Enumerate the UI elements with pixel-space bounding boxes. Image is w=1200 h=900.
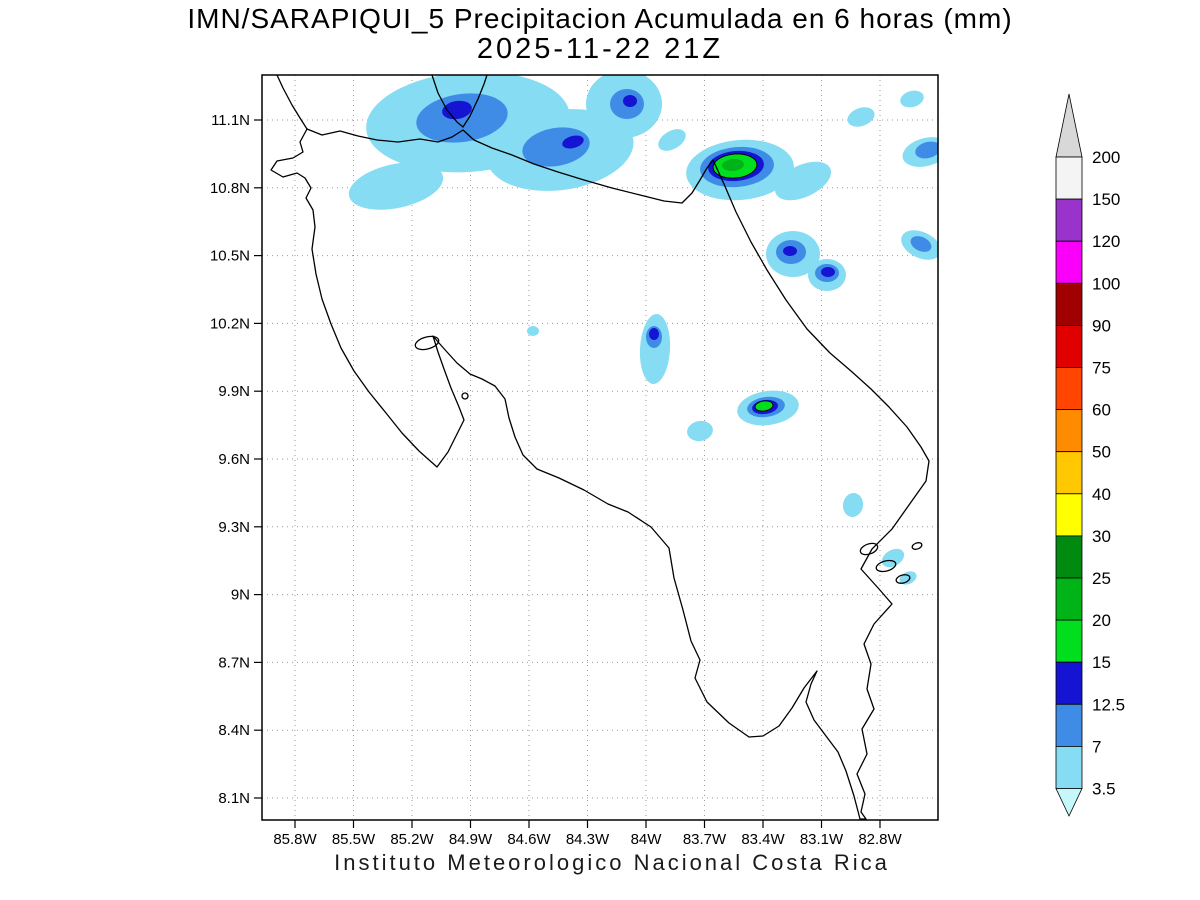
- precip-patch-level-1: [847, 107, 875, 127]
- colorbar-band: [1055, 198, 1083, 242]
- colorbar-band: [1055, 282, 1083, 326]
- lon-tick-label: 85.8W: [273, 831, 317, 848]
- lon-tick-label: 83.1W: [800, 831, 844, 848]
- lon-tick-label: 84.3W: [566, 831, 610, 848]
- nicaragua-pacific-coastline: [276, 75, 308, 130]
- colorbar-band: [1055, 156, 1083, 200]
- colorbar-band: [1055, 324, 1083, 368]
- institution-caption: Instituto Meteorologico Nacional Costa R…: [334, 850, 890, 875]
- lon-tick-label: 83.4W: [741, 831, 785, 848]
- colorbar-tick-label: 120: [1092, 232, 1120, 251]
- colorbar-band: [1055, 577, 1083, 621]
- lat-tick-label: 9.3N: [218, 519, 250, 536]
- precip-patch-level-2: [915, 141, 938, 159]
- precip-patch-level-3: [821, 267, 835, 277]
- tortuga-islet-outline: [461, 392, 469, 400]
- longitude-axis: 85.8W 85.5W 85.2W 84.9W 84.6W 84.3W 84W 83.7W 83…: [273, 820, 903, 848]
- nicaragua-border-san-juan-river: [306, 128, 714, 204]
- precipitation-colorbar: 200 150 120 100 90 75 60 50 40 30 25 20 15 12.5 7 3.5: [1055, 93, 1125, 817]
- coastline-layer: [270, 75, 930, 820]
- precip-patch-level-1: [348, 162, 444, 210]
- colorbar-tick-label: 200: [1092, 148, 1120, 167]
- precip-patch-level-5: [722, 158, 744, 172]
- colorbar-arrow-up: [1055, 93, 1083, 158]
- costa-rica-coastline: [270, 128, 930, 820]
- colorbar-tick-label: 50: [1092, 443, 1111, 462]
- colorbar-tick-label: 40: [1092, 485, 1111, 504]
- precip-patch-level-1: [842, 493, 864, 517]
- precip-patch-level-1: [774, 161, 832, 201]
- precip-patch-level-3: [623, 95, 637, 107]
- precip-patch-level-3: [783, 246, 797, 256]
- lat-tick-label: 10.8N: [210, 180, 250, 197]
- colorbar-tick-label: 7: [1092, 737, 1101, 756]
- lon-tick-label: 83.7W: [683, 831, 727, 848]
- colorbar-tick-label: 3.5: [1092, 780, 1116, 799]
- lat-tick-label: 8.1N: [218, 790, 250, 807]
- colorbar-band: [1055, 619, 1083, 663]
- map-datetime: 2025-11-22 21Z: [477, 33, 723, 65]
- precip-patch-level-1: [658, 129, 686, 151]
- caribbean-islands: [859, 542, 923, 584]
- colorbar-band: [1055, 451, 1083, 495]
- lat-tick-label: 8.7N: [218, 654, 250, 671]
- lat-tick-label: 10.2N: [210, 315, 250, 332]
- island-outline: [895, 574, 911, 584]
- colorbar-tick-label: 90: [1092, 316, 1111, 335]
- precip-patch-level-1: [881, 548, 905, 568]
- map-frame: [261, 74, 939, 821]
- precip-patch-level-3: [442, 100, 472, 120]
- colorbar-band: [1055, 409, 1083, 453]
- colorbar-arrow-down: [1055, 788, 1083, 817]
- precipitation-layer: [348, 75, 938, 585]
- colorbar-tick-label: 60: [1092, 401, 1111, 420]
- precip-patch-level-4: [754, 400, 774, 412]
- precip-patch-level-1: [687, 420, 713, 442]
- lake-nicaragua-shoreline: [431, 75, 488, 128]
- chira-island-outline: [414, 335, 440, 351]
- colorbar-tick-label: 25: [1092, 569, 1111, 588]
- lon-tick-label: 85.5W: [332, 831, 376, 848]
- colorbar-band: [1055, 367, 1083, 410]
- precip-patch-level-3: [649, 328, 659, 340]
- precip-patch-level-3: [562, 135, 584, 149]
- lat-tick-label: 9N: [231, 587, 250, 604]
- gulf-of-nicoya-islands: [414, 335, 469, 400]
- island-outline: [911, 542, 923, 550]
- lon-tick-label: 84.9W: [449, 831, 493, 848]
- colorbar-tick-label: 15: [1092, 653, 1111, 672]
- latitude-axis: 11.1N 10.8N 10.5N 10.2N 9.9N 9.6N 9.3N 9N 8.7N 8.…: [210, 112, 262, 807]
- colorbar-tick-label: 100: [1092, 274, 1120, 293]
- map-title: IMN/SARAPIQUI_5 Precipitacion Acumulada …: [187, 3, 1012, 34]
- colorbar-tick-label: 12.5: [1092, 695, 1125, 714]
- precip-patch-level-2: [910, 236, 932, 252]
- colorbar-band: [1055, 240, 1083, 284]
- colorbar-tick-label: 75: [1092, 359, 1111, 378]
- colorbar-tick-label: 30: [1092, 527, 1111, 546]
- lat-tick-label: 9.9N: [218, 383, 250, 400]
- colorbar-band: [1055, 703, 1083, 747]
- island-outline: [859, 542, 879, 556]
- precip-patch-level-1: [527, 326, 539, 336]
- colorbar-band: [1055, 661, 1083, 705]
- lat-tick-label: 10.5N: [210, 248, 250, 265]
- lat-tick-label: 9.6N: [218, 451, 250, 468]
- lon-tick-label: 85.2W: [390, 831, 434, 848]
- colorbar-band: [1055, 493, 1083, 537]
- colorbar-band: [1055, 746, 1083, 789]
- colorbar-tick-label: 20: [1092, 611, 1111, 630]
- precip-patch-level-1: [900, 90, 924, 108]
- colorbar-band: [1055, 535, 1083, 579]
- precip-patch-level-2: [416, 93, 508, 143]
- lon-tick-label: 84.6W: [507, 831, 551, 848]
- lat-tick-label: 11.1N: [211, 112, 250, 129]
- lon-tick-label: 84W: [631, 831, 663, 848]
- colorbar-tick-label: 150: [1092, 190, 1120, 209]
- island-outline: [875, 559, 897, 573]
- lat-tick-label: 8.4N: [218, 722, 250, 739]
- lon-tick-label: 82.8W: [858, 831, 902, 848]
